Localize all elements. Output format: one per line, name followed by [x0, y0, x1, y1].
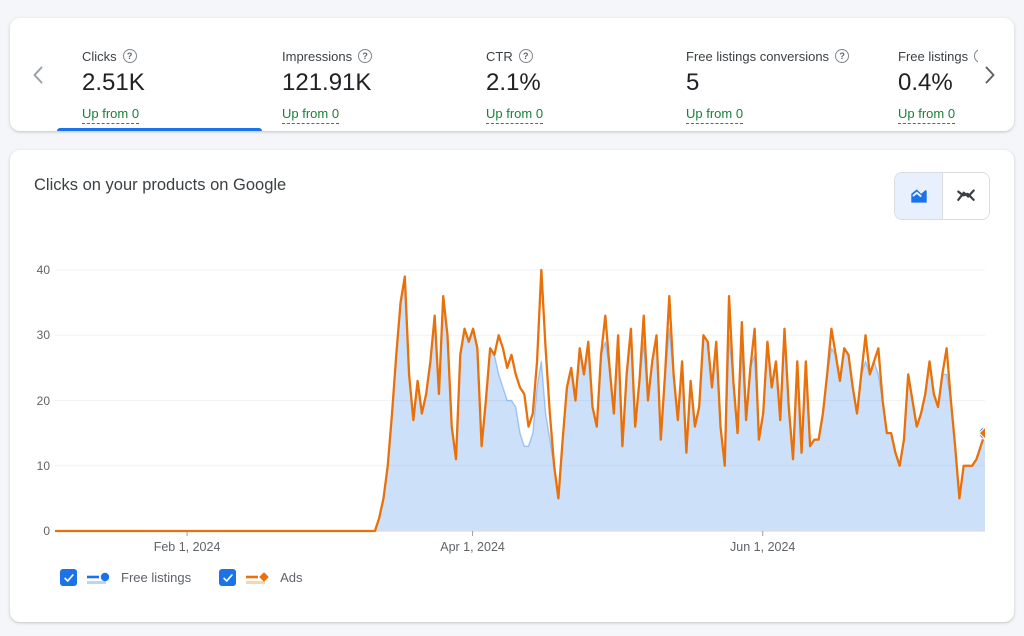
next-metrics-button[interactable]: [976, 61, 1004, 89]
x-tick-label: Jun 1, 2024: [730, 540, 796, 554]
help-icon[interactable]: ?: [835, 49, 850, 63]
metric-label: Clicks: [82, 48, 117, 64]
chart-title: Clicks on your products on Google: [34, 176, 287, 194]
area-chart-icon: [910, 189, 927, 203]
y-tick-label: 0: [43, 524, 50, 538]
x-tick-label: Feb 1, 2024: [153, 540, 221, 554]
free-listings-area: [55, 276, 985, 531]
metric-value: 2.1%: [486, 69, 541, 96]
metric-delta: Up from 0: [82, 106, 140, 124]
ads-checkbox[interactable]: [219, 569, 237, 586]
metric-label: CTR: [486, 48, 513, 64]
metric-delta: Up from 0: [282, 106, 340, 124]
x-tick-label: Apr 1, 2024: [440, 540, 505, 554]
free-listings-checkbox[interactable]: [60, 569, 77, 586]
y-tick-label: 20: [36, 393, 50, 408]
metric-value: 5: [686, 69, 700, 96]
line-chart-view-button[interactable]: [942, 173, 989, 219]
metric-tab-free-listings[interactable]: Free listings ? 0.4% Up from 0: [898, 48, 978, 124]
metric-value: 2.51K: [82, 69, 145, 96]
metric-tab-ctr[interactable]: CTR ? 2.1% Up from 0: [486, 48, 544, 124]
metric-delta: Up from 0: [486, 106, 544, 124]
metric-value: 121.91K: [282, 69, 372, 96]
y-tick-label: 10: [36, 458, 50, 473]
y-tick-label: 40: [36, 263, 50, 277]
metric-delta: Up from 0: [898, 106, 956, 124]
checkmark-icon: [222, 573, 233, 582]
legend-item-ads[interactable]: Ads: [219, 569, 302, 586]
metric-tab-free-listings-conversions[interactable]: Free listings conversions ? 5 Up from 0: [686, 48, 850, 124]
help-icon[interactable]: ?: [518, 49, 533, 63]
help-icon[interactable]: ?: [122, 49, 137, 63]
free-listings-series-icon: [87, 572, 110, 584]
metric-label: Free listings: [898, 48, 969, 64]
ads-end-marker: [978, 426, 985, 440]
ads-line: [55, 268, 985, 533]
checkmark-icon: [63, 573, 74, 582]
help-icon[interactable]: ?: [358, 49, 373, 63]
area-chart-view-button[interactable]: [895, 173, 942, 219]
metric-value: 0.4%: [898, 69, 953, 96]
metric-delta: Up from 0: [686, 106, 744, 124]
chart-legend: Free listings Ads: [60, 569, 302, 586]
metrics-summary-card: Clicks ? 2.51K Up from 0 Impressions ? 1…: [10, 18, 1014, 131]
legend-item-free-listings[interactable]: Free listings: [60, 569, 191, 586]
metric-label: Impressions: [282, 48, 353, 64]
metric-tab-clicks[interactable]: Clicks ? 2.51K Up from 0: [82, 48, 145, 124]
legend-label: Ads: [280, 570, 303, 585]
metric-tab-impressions[interactable]: Impressions ? 121.91K Up from 0: [282, 48, 373, 124]
metric-label: Free listings conversions: [686, 48, 830, 64]
line-chart-icon: [957, 189, 975, 201]
ads-series-icon: [246, 571, 269, 584]
chart-type-toggle: [894, 172, 990, 220]
clicks-chart-plot[interactable]: [55, 245, 985, 555]
chevron-left-icon: [33, 66, 43, 83]
y-tick-label: 30: [36, 328, 50, 343]
clicks-chart-card: Clicks on your products on Google 0 10 20 3…: [10, 150, 1014, 622]
legend-label: Free listings: [121, 570, 192, 585]
previous-metrics-button[interactable]: [24, 61, 52, 89]
chevron-right-icon: [985, 66, 995, 83]
selected-tab-indicator: [57, 128, 262, 131]
